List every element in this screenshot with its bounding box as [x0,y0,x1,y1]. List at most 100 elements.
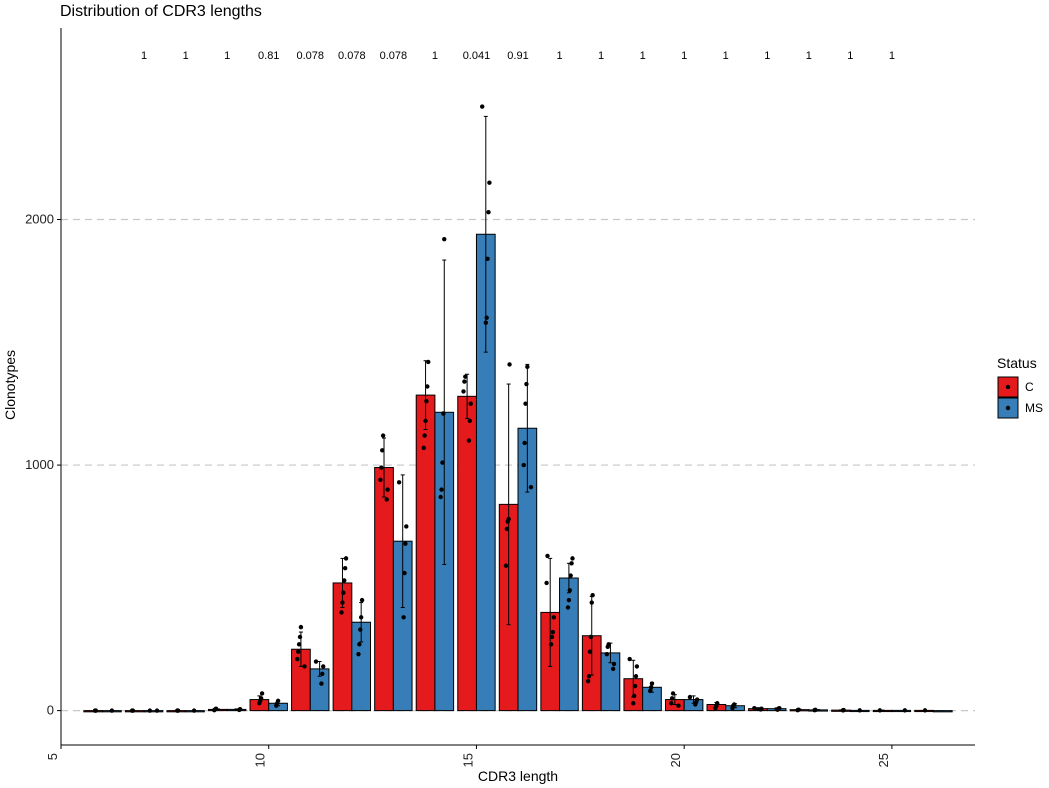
point-ms-16-4 [524,381,529,387]
point-c-12-4 [342,566,348,571]
point-ms-14-3 [441,411,446,416]
x-tick-label-25: 25 [876,753,891,767]
bar-ms-26 [932,710,953,713]
point-c-15-1 [467,418,473,424]
legend-label-ms: MS [1025,401,1043,415]
p-value-label-21: 1 [723,50,729,62]
point-c-12-5 [343,556,349,561]
point-ms-16-2 [522,440,527,446]
point-c-6-1 [93,708,99,713]
point-c-16-3 [506,516,511,522]
point-c-17-0 [548,642,554,647]
point-ms-24-0 [857,708,862,713]
point-c-21-2 [715,701,720,706]
point-ms-13-2 [403,541,408,546]
point-c-19-0 [631,701,636,706]
point-c-24-1 [841,707,846,713]
point-c-19-3 [633,674,639,679]
point-c-20-3 [670,691,676,696]
point-ms-16-3 [523,401,528,406]
point-ms-15-4 [487,180,492,185]
y-axis-title: Clonotypes [2,350,18,420]
legend-label-c: C [1025,380,1034,394]
point-c-18-5 [590,593,595,598]
p-value-label-14: 1 [432,50,438,62]
point-ms-12-3 [358,615,364,620]
point-ms-17-5 [570,556,575,561]
x-tick-label-5: 5 [45,753,60,760]
point-c-17-3 [551,615,556,620]
point-ms-14-0 [438,494,443,500]
point-c-22-1 [759,706,764,711]
point-c-14-2 [423,418,428,424]
point-c-26-0 [922,708,928,713]
point-c-20-1 [669,701,674,706]
point-c-19-5 [627,656,632,662]
point-c-18-3 [588,634,594,640]
point-c-17-5 [545,553,550,559]
point-ms-23-1 [813,707,818,713]
point-ms-12-0 [356,651,361,657]
legend-title: Status [997,355,1037,371]
p-value-label-22: 1 [764,50,770,62]
point-ms-17-1 [566,597,572,603]
point-c-16-4 [507,362,512,367]
p-value-label-8: 1 [183,50,189,62]
point-ms-18-4 [606,642,611,647]
point-c-14-1 [422,433,427,438]
point-ms-14-1 [439,487,444,492]
point-ms-10-2 [275,698,281,704]
point-c-13-1 [385,487,390,492]
point-c-11-1 [295,656,300,662]
x-tick-label-15: 15 [460,753,475,767]
point-ms-18-2 [604,651,610,657]
point-c-17-1 [549,634,555,640]
point-ms-12-2 [358,627,363,632]
point-ms-7-0 [154,708,160,713]
point-c-15-2 [468,401,473,406]
point-ms-25-0 [902,708,908,713]
y-tick-label-2000: 2000 [25,212,54,227]
y-tick-label-0: 0 [47,703,54,718]
point-c-17-2 [550,629,556,635]
point-c-15-3 [461,389,466,394]
point-c-17-4 [544,580,549,586]
point-ms-19-0 [647,688,653,694]
point-c-20-0 [676,703,681,708]
point-c-18-4 [589,600,594,605]
point-ms-6-0 [109,708,115,713]
bar-c-15 [457,395,477,712]
point-ms-15-0 [483,320,489,325]
point-ms-17-2 [567,588,572,593]
axes: 0 1000 2000 5 10 15 20 25 [25,28,975,767]
point-ms-11-1 [320,671,325,676]
p-value-label-18: 1 [598,50,604,62]
p-value-label-9: 1 [224,50,230,62]
point-c-11-2 [296,649,301,654]
point-c-14-0 [421,445,426,451]
point-ms-22-2 [777,705,782,711]
point-ms-17-0 [565,605,571,610]
point-ms-11-2 [321,664,326,669]
point-c-8-1 [175,708,181,713]
point-c-12-2 [341,590,346,595]
point-ms-17-3 [568,573,573,578]
chart-title: Distribution of CDR3 lengths [60,3,262,20]
p-value-label-19: 1 [640,50,646,62]
p-value-label-20: 1 [681,50,687,62]
point-c-15-4 [462,379,467,384]
point-ms-15-5 [480,104,485,109]
point-ms-19-1 [648,685,654,690]
point-c-18-2 [587,649,593,654]
p-value-label-24: 1 [847,50,853,62]
point-c-14-4 [425,384,430,389]
point-ms-16-1 [521,462,526,468]
point-c-7-1 [130,708,136,713]
point-c-13-2 [378,477,383,483]
point-c-16-1 [504,526,510,532]
point-c-13-3 [379,465,384,470]
point-c-18-1 [586,674,592,679]
point-c-22-2 [752,705,757,711]
x-tick-label-10: 10 [253,753,268,767]
point-c-12-3 [342,578,347,583]
